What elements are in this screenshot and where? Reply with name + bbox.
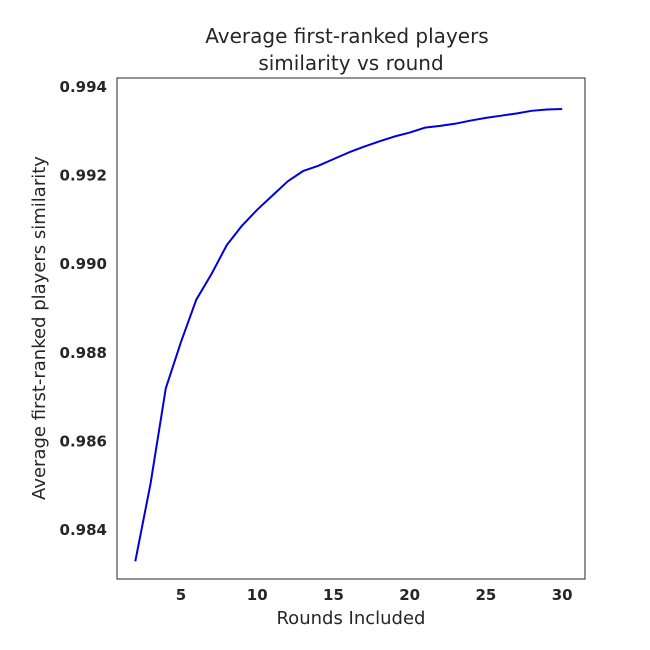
y-tick-label: 0.990	[60, 255, 107, 273]
y-tick-label: 0.994	[60, 78, 107, 96]
y-tick-label: 0.988	[60, 344, 107, 362]
chart-title-line-2: similarity vs round	[258, 51, 443, 75]
x-tick-label: 25	[475, 586, 496, 604]
x-axis-ticks: 5 10 15 20 25 30	[176, 586, 573, 604]
y-axis-label: Average first-ranked players similarity	[29, 156, 50, 500]
x-tick-label: 5	[176, 586, 186, 604]
y-axis-ticks: 0.984 0.986 0.988 0.990 0.992 0.994	[60, 78, 107, 539]
x-tick-label: 30	[552, 586, 573, 604]
x-tick-label: 10	[247, 586, 268, 604]
chart-title-line-1: Average first-ranked players	[205, 24, 488, 48]
y-tick-label: 0.984	[60, 521, 107, 539]
y-tick-label: 0.986	[60, 433, 107, 451]
data-points	[135, 109, 563, 562]
plot-area-frame	[116, 77, 586, 580]
y-tick-label: 0.992	[60, 167, 107, 185]
series-line	[134, 108, 563, 562]
x-tick-label: 15	[323, 586, 344, 604]
x-axis-label: Rounds Included	[276, 608, 425, 629]
x-tick-label: 20	[399, 586, 420, 604]
